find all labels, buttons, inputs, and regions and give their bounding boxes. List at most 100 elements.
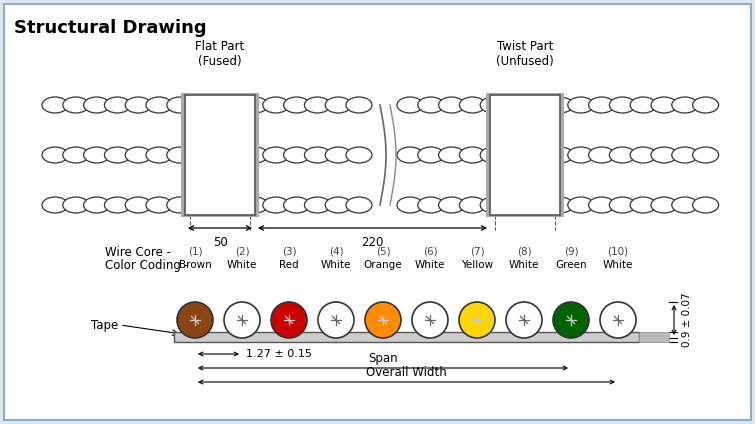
Ellipse shape <box>284 147 310 163</box>
Text: White: White <box>602 260 633 270</box>
Ellipse shape <box>589 97 615 113</box>
Ellipse shape <box>692 147 719 163</box>
Ellipse shape <box>304 147 331 163</box>
Circle shape <box>412 302 448 338</box>
Text: Color Coding -: Color Coding - <box>105 259 189 271</box>
Ellipse shape <box>125 197 151 213</box>
Ellipse shape <box>547 97 573 113</box>
Text: (6): (6) <box>423 247 437 257</box>
Ellipse shape <box>346 197 372 213</box>
Text: Green: Green <box>555 260 587 270</box>
Text: Tape: Tape <box>91 318 118 332</box>
Ellipse shape <box>167 97 193 113</box>
Ellipse shape <box>672 97 698 113</box>
Ellipse shape <box>104 97 131 113</box>
Ellipse shape <box>125 147 151 163</box>
Text: White: White <box>414 260 445 270</box>
Ellipse shape <box>42 197 68 213</box>
Ellipse shape <box>84 147 109 163</box>
Text: Overall Width: Overall Width <box>366 366 447 379</box>
Ellipse shape <box>397 197 423 213</box>
Text: (1): (1) <box>188 247 202 257</box>
Text: Yellow: Yellow <box>461 260 493 270</box>
Ellipse shape <box>325 97 351 113</box>
Ellipse shape <box>146 197 172 213</box>
Ellipse shape <box>263 147 289 163</box>
Circle shape <box>506 302 542 338</box>
Ellipse shape <box>242 197 268 213</box>
Circle shape <box>271 302 307 338</box>
Circle shape <box>318 302 354 338</box>
Ellipse shape <box>651 147 677 163</box>
Ellipse shape <box>284 97 310 113</box>
Text: Twist Part
(Unfused): Twist Part (Unfused) <box>496 40 554 68</box>
Ellipse shape <box>397 147 423 163</box>
Ellipse shape <box>418 147 444 163</box>
Ellipse shape <box>63 197 89 213</box>
Circle shape <box>459 302 495 338</box>
Bar <box>486 93 564 217</box>
Ellipse shape <box>418 197 444 213</box>
Ellipse shape <box>325 147 351 163</box>
Ellipse shape <box>42 147 68 163</box>
Ellipse shape <box>146 97 172 113</box>
Ellipse shape <box>651 97 677 113</box>
Ellipse shape <box>63 147 89 163</box>
Text: White: White <box>226 260 257 270</box>
Ellipse shape <box>439 147 464 163</box>
Circle shape <box>177 302 213 338</box>
Text: (5): (5) <box>376 247 390 257</box>
Ellipse shape <box>459 97 485 113</box>
Ellipse shape <box>325 197 351 213</box>
Ellipse shape <box>672 197 698 213</box>
Ellipse shape <box>568 147 593 163</box>
Ellipse shape <box>672 147 698 163</box>
Text: Flat Part
(Fused): Flat Part (Fused) <box>196 40 245 68</box>
Circle shape <box>365 302 401 338</box>
Ellipse shape <box>346 97 372 113</box>
Ellipse shape <box>304 197 331 213</box>
Text: Brown: Brown <box>179 260 211 270</box>
Ellipse shape <box>480 97 506 113</box>
Ellipse shape <box>609 197 636 213</box>
Ellipse shape <box>630 197 656 213</box>
Ellipse shape <box>459 147 485 163</box>
Bar <box>174 332 639 342</box>
Ellipse shape <box>568 97 593 113</box>
Ellipse shape <box>346 147 372 163</box>
Ellipse shape <box>439 97 464 113</box>
Ellipse shape <box>84 97 109 113</box>
Circle shape <box>600 302 636 338</box>
Ellipse shape <box>397 97 423 113</box>
Text: (2): (2) <box>235 247 249 257</box>
Text: 50: 50 <box>213 236 227 249</box>
Ellipse shape <box>242 97 268 113</box>
Text: Span: Span <box>368 352 398 365</box>
Ellipse shape <box>242 147 268 163</box>
Text: Red: Red <box>279 260 299 270</box>
Ellipse shape <box>589 197 615 213</box>
Ellipse shape <box>167 147 193 163</box>
Ellipse shape <box>630 147 656 163</box>
Ellipse shape <box>63 97 89 113</box>
Ellipse shape <box>547 197 573 213</box>
Ellipse shape <box>84 197 109 213</box>
Ellipse shape <box>547 147 573 163</box>
Ellipse shape <box>104 147 131 163</box>
Ellipse shape <box>42 97 68 113</box>
Ellipse shape <box>167 197 193 213</box>
Ellipse shape <box>263 197 289 213</box>
Circle shape <box>553 302 589 338</box>
Bar <box>639 332 669 342</box>
Text: (4): (4) <box>328 247 344 257</box>
Text: 1.27 ± 0.15: 1.27 ± 0.15 <box>246 349 312 359</box>
Ellipse shape <box>418 97 444 113</box>
Text: (7): (7) <box>470 247 484 257</box>
Bar <box>185 95 255 215</box>
Text: (3): (3) <box>282 247 296 257</box>
Ellipse shape <box>609 147 636 163</box>
Ellipse shape <box>480 197 506 213</box>
Text: 220: 220 <box>362 236 384 249</box>
Text: (10): (10) <box>608 247 629 257</box>
Text: White: White <box>321 260 351 270</box>
